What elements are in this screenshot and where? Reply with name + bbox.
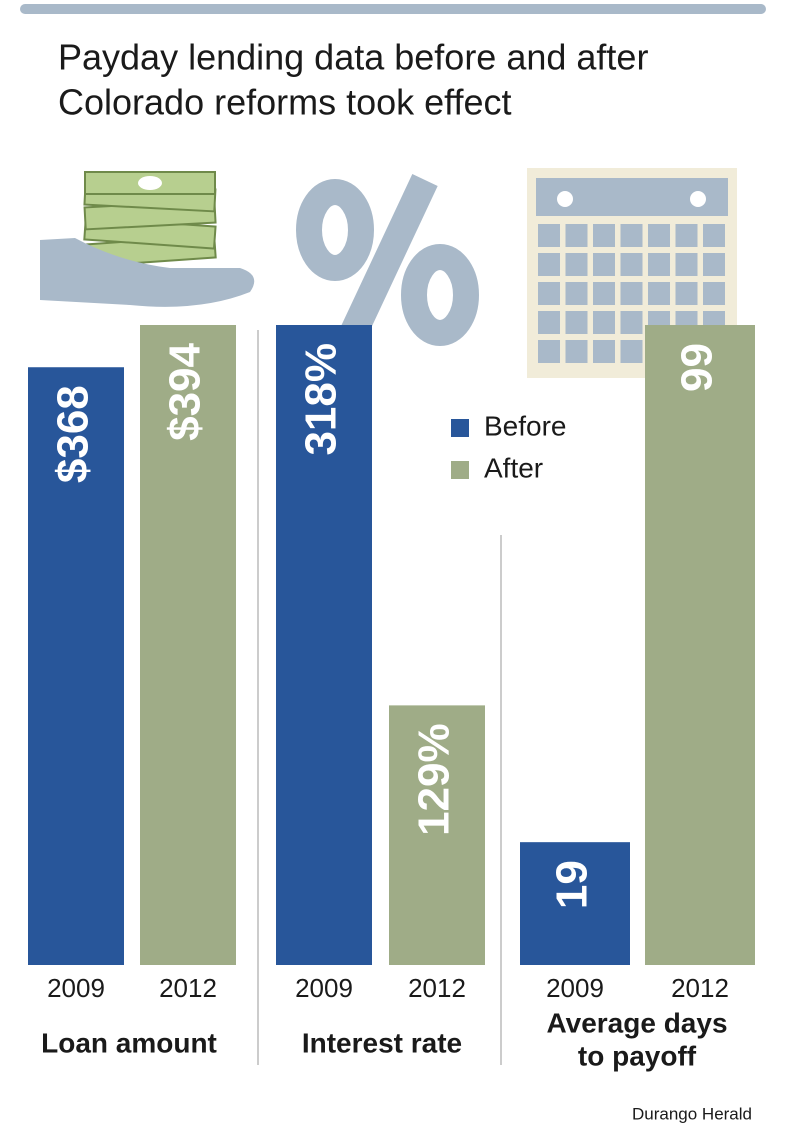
- title-line: Colorado reforms took effect: [58, 82, 512, 123]
- x-tick-label: 2012: [408, 973, 466, 1003]
- value-label: 19: [548, 860, 597, 909]
- value-label: 99: [673, 343, 722, 392]
- value-label: 318%: [297, 343, 346, 456]
- x-axis-label: Average days: [546, 1007, 727, 1038]
- legend-label: After: [484, 452, 543, 483]
- calendar-icon: [527, 168, 737, 378]
- title-line: Payday lending data before and after: [58, 37, 648, 78]
- value-label: $394: [161, 342, 210, 440]
- bar: [389, 705, 485, 965]
- x-axis-label: Loan amount: [41, 1027, 217, 1058]
- bar: [520, 842, 630, 965]
- value-label: 129%: [410, 723, 459, 836]
- money-icon: [40, 171, 255, 307]
- source: Durango Herald: [632, 1104, 752, 1123]
- x-tick-label: 2009: [546, 973, 604, 1003]
- bar: [140, 325, 236, 965]
- bar: [28, 367, 124, 965]
- x-tick-label: 2009: [295, 973, 353, 1003]
- top-bar: [20, 4, 766, 14]
- value-label: $368: [49, 385, 98, 483]
- x-axis-label: to payoff: [578, 1040, 697, 1071]
- x-tick-label: 2012: [159, 973, 217, 1003]
- percent-icon: [296, 174, 479, 346]
- x-tick-label: 2012: [671, 973, 729, 1003]
- legend-swatch: [451, 419, 469, 437]
- legend-label: Before: [484, 410, 567, 441]
- x-axis-label: Interest rate: [302, 1027, 462, 1058]
- x-tick-label: 2009: [47, 973, 105, 1003]
- legend-swatch: [451, 461, 469, 479]
- bar: [276, 325, 372, 965]
- bar: [645, 325, 755, 965]
